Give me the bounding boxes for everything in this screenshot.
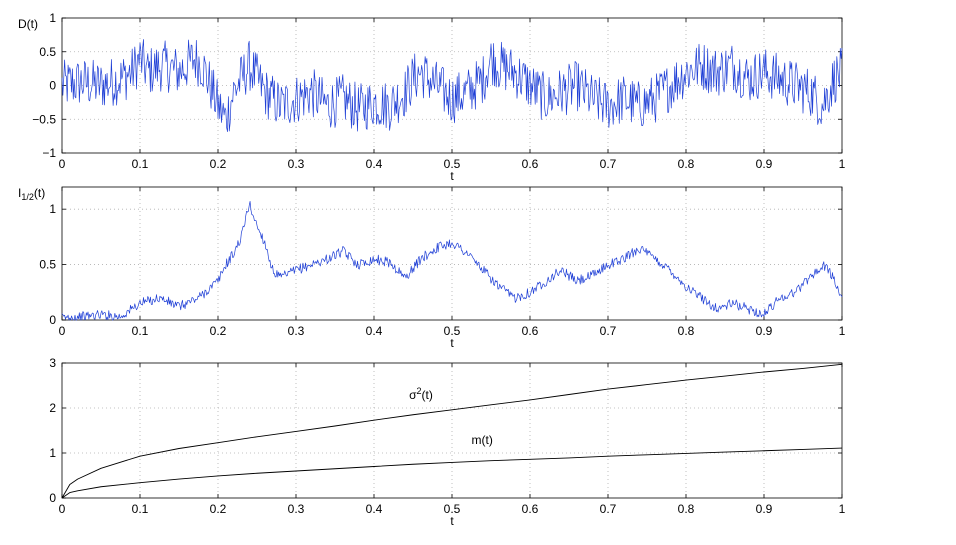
y-tick-label: 1: [49, 202, 56, 216]
series-line-0: [61, 201, 843, 321]
x-tick-label: 0.7: [600, 324, 617, 338]
x-tick-label: 0.5: [444, 324, 461, 338]
y-tick-label: 1: [49, 446, 56, 460]
x-tick-label: 0.6: [522, 324, 539, 338]
x-tick-label: 0.9: [756, 502, 773, 516]
x-tick-label: 1: [839, 324, 846, 338]
x-axis-label: t: [450, 169, 454, 183]
x-tick-label: 0.2: [210, 324, 227, 338]
x-tick-label: 0: [59, 502, 66, 516]
annotation-label: m(t): [472, 433, 493, 447]
x-tick-label: 0.1: [132, 157, 149, 171]
y-tick-label: 3: [49, 356, 56, 370]
x-tick-label: 1: [839, 502, 846, 516]
x-tick-label: 0.8: [678, 324, 695, 338]
panel-moments: 0 0.1 0.2 0.3 0.4 0.5 0.6 0.7 0.8 0.9 1 0 1 2 3 t σ2(t) m…: [49, 356, 845, 528]
y-tick-label: 1: [49, 11, 56, 25]
x-tick-label: 0.4: [366, 502, 383, 516]
x-tick-label: 0.2: [210, 157, 227, 171]
x-tick-label: 0.5: [444, 502, 461, 516]
annotation-label: σ2(t): [409, 386, 433, 402]
x-tick-label: 0.7: [600, 157, 617, 171]
x-tick-label: 0: [59, 324, 66, 338]
y-axis-label: D(t): [18, 17, 38, 31]
x-tick-label: 0.3: [288, 157, 305, 171]
x-tick-label: 0.6: [522, 157, 539, 171]
x-tick-label: 0.1: [132, 502, 149, 516]
x-tick-label: 0.1: [132, 324, 149, 338]
plot-frame: [61, 186, 843, 321]
x-tick-label: 0: [59, 157, 66, 171]
x-tick-label: 0.4: [366, 157, 383, 171]
x-tick-label: 0.7: [600, 502, 617, 516]
x-tick-label: 0.9: [756, 157, 773, 171]
y-tick-label: 0: [49, 79, 56, 93]
series-line-1: [61, 447, 843, 499]
y-tick-label: 0: [49, 313, 56, 327]
x-tick-label: 0.8: [678, 157, 695, 171]
x-tick-label: 0.3: [288, 324, 305, 338]
x-axis-label: t: [450, 514, 454, 528]
y-tick-label: −1: [42, 146, 56, 160]
x-tick-label: 0.6: [522, 502, 539, 516]
y-tick-label: 0.5: [39, 45, 56, 59]
y-axis-label: I1/2(t): [18, 186, 45, 202]
x-tick-label: 0.2: [210, 502, 227, 516]
series-line-0: [61, 363, 843, 499]
x-axis-label: t: [450, 336, 454, 350]
x-tick-label: 0.3: [288, 502, 305, 516]
x-tick-label: 0.4: [366, 324, 383, 338]
x-tick-label: 1: [839, 157, 846, 171]
panel-i-half: 0 0.1 0.2 0.3 0.4 0.5 0.6 0.7 0.8 0.9 1 0 0.5 1 t I1/2(…: [18, 186, 846, 350]
series-line-0: [61, 39, 843, 133]
y-tick-label: 0.5: [39, 258, 56, 272]
y-tick-label: 0: [49, 491, 56, 505]
x-tick-label: 0.9: [756, 324, 773, 338]
y-tick-label: −0.5: [32, 112, 56, 126]
x-tick-label: 0.8: [678, 502, 695, 516]
panel-d: 0 0.1 0.2 0.3 0.4 0.5 0.6 0.7 0.8 0.9 1 −1 −0.5 0 0.5 1…: [18, 11, 846, 183]
y-tick-label: 2: [49, 401, 56, 415]
x-tick-label: 0.5: [444, 157, 461, 171]
